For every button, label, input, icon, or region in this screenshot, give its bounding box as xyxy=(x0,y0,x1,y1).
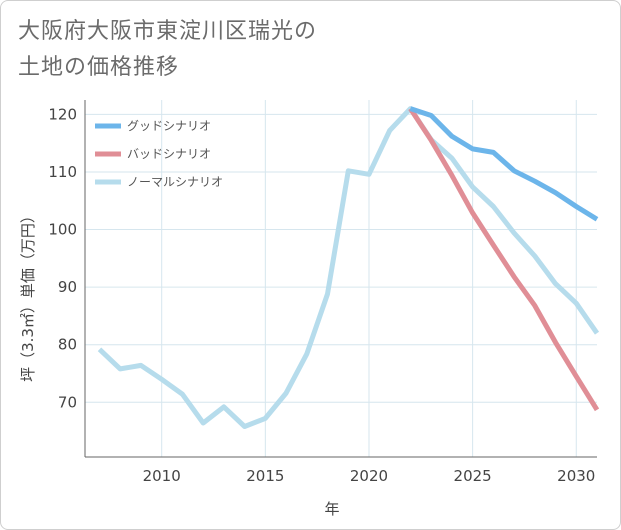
chart-title-line2: 土地の価格推移 xyxy=(18,55,180,80)
axes xyxy=(84,100,597,458)
series-line-good xyxy=(409,106,599,222)
y-axis-label: 坪（3.3㎡）単価（万円） xyxy=(19,208,37,382)
legend-label-bad: バッドシナリオ xyxy=(127,147,211,161)
x-tick-label: 2020 xyxy=(350,467,388,485)
x-tick-label: 2010 xyxy=(143,467,181,485)
x-tick-label: 2030 xyxy=(557,467,595,485)
x-axis-label: 年 xyxy=(324,500,339,518)
series-lines xyxy=(97,106,600,429)
y-tick-label: 120 xyxy=(48,105,77,123)
series-line-normal xyxy=(97,106,600,429)
x-tick-label: 2015 xyxy=(246,467,284,485)
series-line-bad xyxy=(408,107,600,412)
x-tick-label: 2025 xyxy=(454,467,492,485)
y-tick-label: 80 xyxy=(58,336,77,354)
chart-title: 大阪府大阪市東淀川区瑞光の 土地の価格推移 xyxy=(18,14,317,86)
y-tick-label: 110 xyxy=(48,163,77,181)
legend-label-normal: ノーマルシナリオ xyxy=(127,175,223,189)
legend-label-good: グッドシナリオ xyxy=(127,119,211,133)
y-tick-label: 70 xyxy=(58,393,77,411)
chart-title-line1: 大阪府大阪市東淀川区瑞光の xyxy=(18,19,318,44)
y-tick-label: 100 xyxy=(48,221,77,239)
y-tick-label: 90 xyxy=(58,278,77,296)
tick-labels: 2010 2015 2020 2025 2030 70 80 90 100 110 120 xyxy=(48,105,595,485)
